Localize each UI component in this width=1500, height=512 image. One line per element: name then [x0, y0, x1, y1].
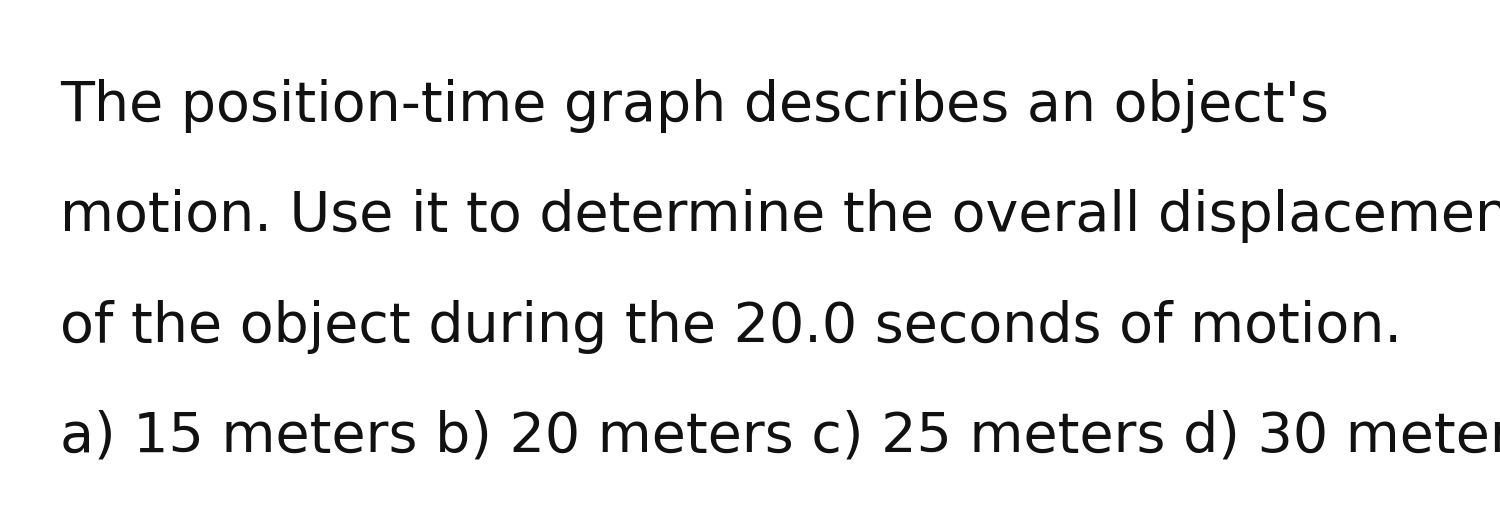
Text: The position-time graph describes an object's: The position-time graph describes an obj…: [60, 79, 1329, 133]
Text: a) 15 meters b) 20 meters c) 25 meters d) 30 meters: a) 15 meters b) 20 meters c) 25 meters d…: [60, 410, 1500, 463]
Text: motion. Use it to determine the overall displacement: motion. Use it to determine the overall …: [60, 189, 1500, 243]
Text: of the object during the 20.0 seconds of motion.: of the object during the 20.0 seconds of…: [60, 300, 1402, 353]
